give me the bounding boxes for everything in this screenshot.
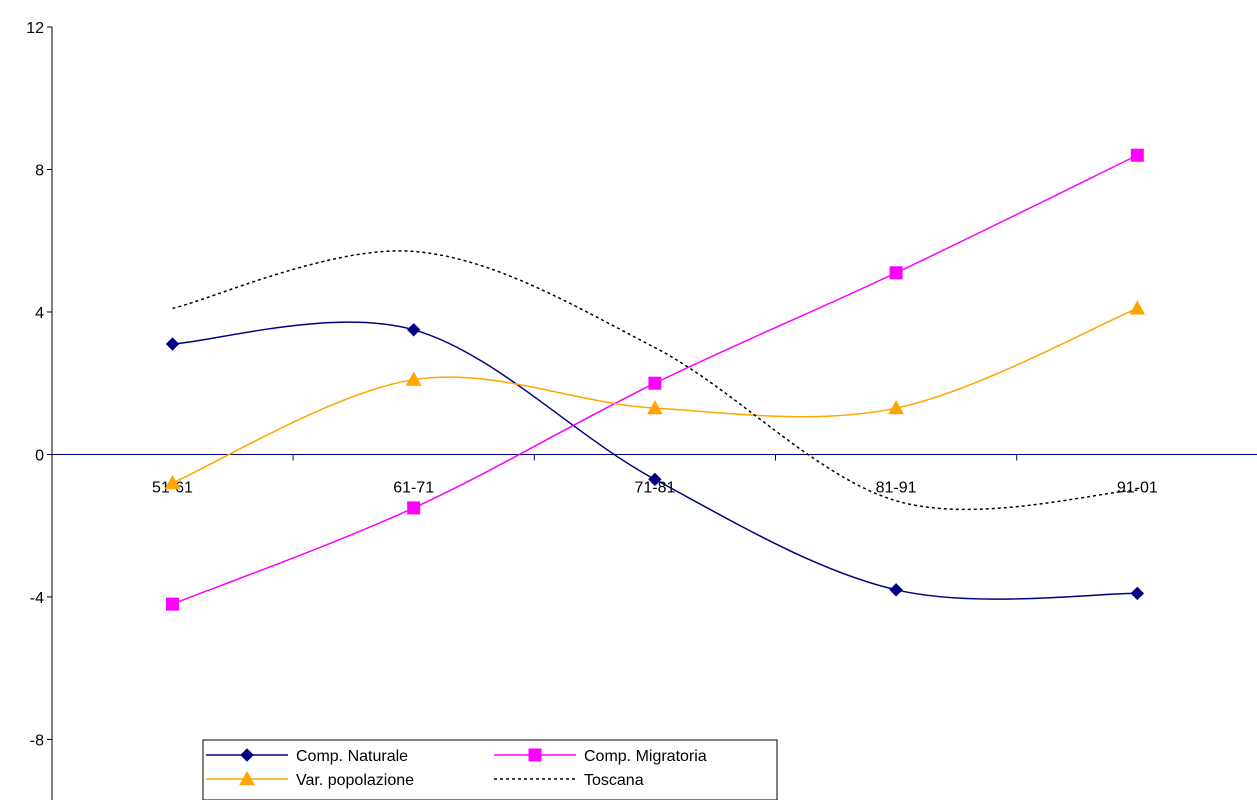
legend-box	[202, 739, 778, 800]
data-point-comp-migratoria	[407, 501, 421, 515]
legend-label: Toscana	[584, 772, 644, 789]
y-tick-label: 12	[26, 20, 44, 37]
series-line-comp-naturale	[172, 321, 1138, 600]
legend-marker	[239, 770, 255, 786]
legend-item-comp-naturale: Comp. Naturale	[206, 748, 408, 765]
legend-label: Var. popolazione	[296, 772, 414, 789]
legend-marker	[528, 748, 542, 762]
series-layer	[164, 148, 1146, 611]
data-point-var-popolazione	[405, 371, 422, 386]
data-point-comp-migratoria	[648, 376, 662, 390]
data-point-comp-naturale	[1130, 586, 1145, 601]
data-point-comp-naturale	[406, 323, 421, 337]
x-tick-label: 81-91	[876, 479, 917, 496]
data-point-comp-migratoria	[1130, 148, 1144, 162]
data-point-var-popolazione	[888, 400, 904, 415]
legend-label: Comp. Migratoria	[584, 748, 707, 765]
legend-item-comp-migratoria: Comp. Migratoria	[494, 748, 707, 765]
y-tick-label: 4	[35, 305, 44, 322]
series-toscana	[172, 250, 1138, 511]
legend-item-toscana: Toscana	[494, 772, 644, 789]
data-point-comp-naturale	[889, 583, 903, 597]
series-comp-naturale	[165, 321, 1145, 601]
y-tick-label: -8	[30, 732, 44, 749]
y-tick-label: 8	[35, 162, 44, 179]
series-line-toscana	[172, 250, 1138, 511]
x-tick-label: 61-71	[393, 479, 434, 496]
series-var-popolazione	[164, 300, 1146, 490]
legend-item-var-popolazione: Var. popolazione	[206, 770, 414, 789]
data-point-var-popolazione	[1129, 300, 1146, 315]
legend-marker	[240, 748, 254, 762]
data-point-comp-naturale	[165, 337, 180, 351]
data-point-var-popolazione	[647, 400, 663, 415]
series-line-var-popolazione	[172, 307, 1138, 484]
legend: Comp. Naturale Comp. Migratoria Var. popol…	[202, 739, 778, 800]
x-tick-label: 91-01	[1117, 479, 1158, 496]
data-point-comp-migratoria	[166, 597, 179, 611]
data-point-var-popolazione	[164, 474, 181, 490]
series-comp-migratoria	[166, 148, 1144, 611]
y-tick-label: -4	[30, 590, 44, 607]
data-point-comp-naturale	[648, 472, 662, 487]
legend-label: Comp. Naturale	[296, 748, 408, 765]
data-point-comp-migratoria	[889, 266, 903, 280]
y-tick-label: 0	[35, 447, 44, 464]
x-tick-label: 71-81	[634, 479, 675, 496]
